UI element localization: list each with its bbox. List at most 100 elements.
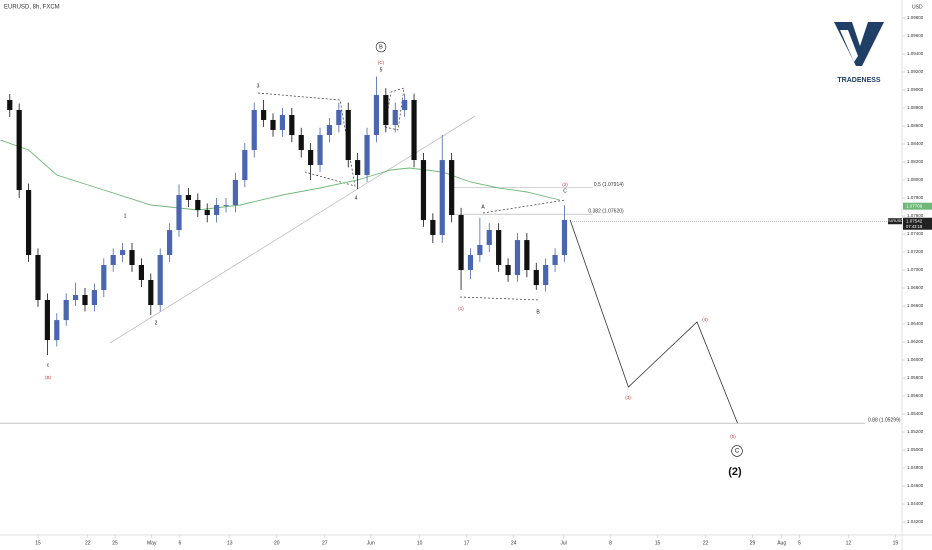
candle-body [185,195,192,200]
candle-body [44,299,50,341]
x-tick-label: May [147,540,157,546]
chart-title: EURUSD, 8h, FXCM [4,5,60,11]
ma-price-tag [903,202,932,210]
candle-body [373,95,380,136]
annotation: (4) [702,317,708,322]
x-tick-label: 10 [417,540,423,546]
symbol-label: EURUSD [887,219,903,223]
candle-body [467,254,474,271]
y-tick-label: 1.08800 [907,105,924,110]
candle-body [54,320,60,341]
candle-body [298,135,304,151]
x-tick-label: 19 [893,540,899,546]
candle-body [561,219,568,255]
candle-body [110,254,116,265]
candle-body [214,205,220,216]
annotation: (2) [562,182,568,187]
candle-body [232,180,239,206]
y-tick-label: 1.09200 [907,69,924,74]
level-label: 0.88 (1.05299) [868,417,901,423]
candle-body [317,135,323,165]
candle-body [552,254,558,265]
candle-body [82,295,88,306]
candle-body [411,99,417,161]
x-tick-label: 25 [112,540,118,546]
x-tick-label: 22 [85,540,91,546]
x-tick-label: 8 [609,540,612,546]
candle-body [167,230,173,255]
level-label: 0.5 (1.07914) [594,182,624,188]
annotation: C [735,449,740,455]
wave-channel [482,199,566,214]
candle-body [251,109,257,151]
y-tick-label: 1.06200 [907,339,924,344]
candle-body [129,250,135,265]
candle-body [326,125,333,136]
candle-body [25,190,32,255]
annotation-circle [731,445,743,457]
x-tick-label: 20 [274,540,280,546]
y-tick-label: 1.07600 [907,213,924,218]
candle-body [63,299,69,321]
y-tick-label: 1.07800 [907,195,924,200]
candle-body [383,95,389,126]
annotation: B [379,44,383,50]
x-tick-label: 27 [322,540,328,546]
x-tick-label: 22 [703,540,709,546]
annotation: B [536,309,540,315]
y-tick-label: 1.05400 [907,411,924,416]
y-tick-label: 1.04200 [907,519,924,524]
candle-body [514,240,521,276]
annotation: C [563,188,567,194]
moving-average [0,139,560,211]
annotation: (3) [625,395,631,400]
candle-body [35,254,41,300]
candle-body [72,295,79,300]
symbol-tag [888,218,902,225]
annotation: c [47,362,50,368]
level-label: 0.382 (1.07620) [588,209,624,215]
candle-body [270,119,276,130]
candle-body [505,264,511,276]
x-tick-label: Jun [367,540,375,546]
annotation: 4 [355,195,358,201]
y-tick-label: 1.06400 [907,321,924,326]
annotation: 5 [380,67,383,73]
annotation: (5) [730,434,736,439]
y-tick-label: 1.08600 [907,123,924,128]
y-tick-label: 1.08200 [907,159,924,164]
logo-mark [840,30,858,62]
candle-body [524,240,530,271]
annotation: A [481,204,485,210]
wave-channel [384,87,405,131]
y-tick-label: 1.06000 [907,357,924,362]
annotation: (2) [728,466,742,478]
candle-body [355,160,361,175]
x-tick-label: 17 [464,540,470,546]
candle-body [195,199,201,210]
candle-body [336,109,342,126]
countdown-label: 07:43:18 [906,224,923,229]
candle-body [430,219,436,236]
candle-body [308,150,314,165]
y-axis-label: USD [912,4,923,10]
y-tick-label: 1.07200 [907,249,924,254]
candle-body [101,264,107,291]
y-tick-label: 1.09600 [907,33,924,38]
y-tick-label: 1.09800 [907,15,924,20]
x-tick-label: 29 [750,540,756,546]
candle-body [204,209,210,216]
y-tick-label: 1.09400 [907,51,924,56]
x-tick-label: 6 [179,540,182,546]
wave-channel [459,296,541,301]
x-tick-label: 12 [846,540,852,546]
candle-body [148,280,154,306]
y-tick-label: 1.07400 [907,231,924,236]
candle-body [420,160,427,220]
candle-body [477,244,483,255]
annotation: (B) [45,375,52,380]
candle-body [16,109,22,191]
candle-body [345,109,351,161]
y-tick-label: 1.04600 [907,483,924,488]
